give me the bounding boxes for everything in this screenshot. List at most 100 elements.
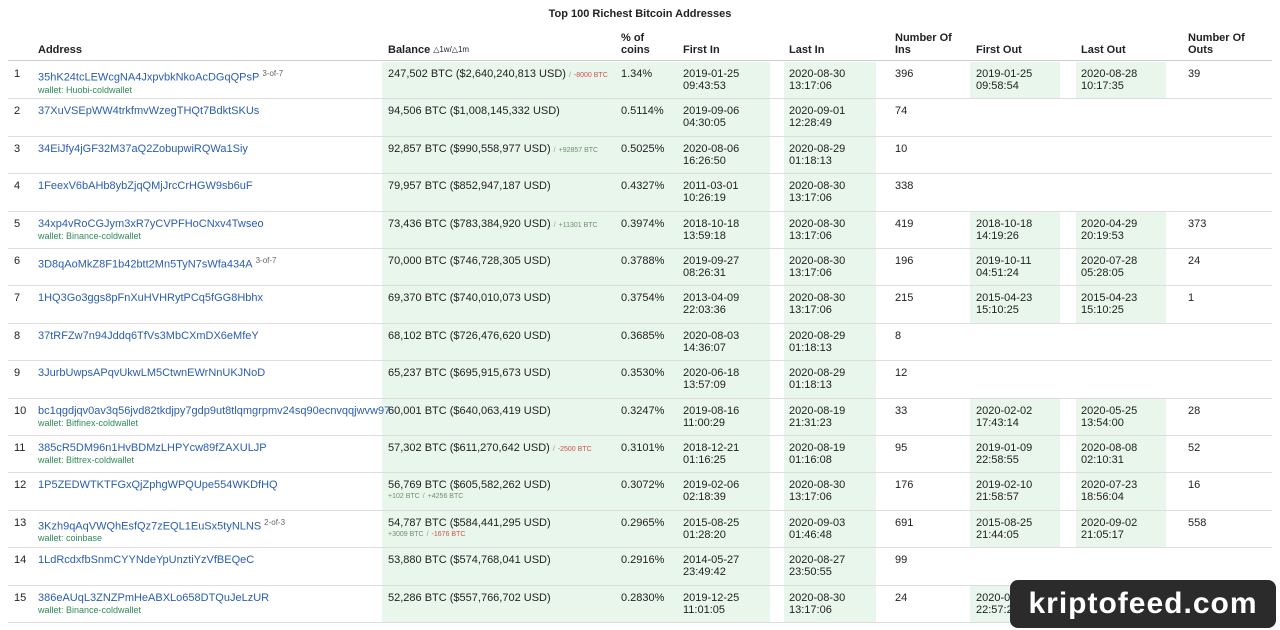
address-link[interactable]: 386eAUqL3ZNZPmHeABXLo658DTQuJeLzUR (38, 591, 270, 604)
cell-shade (678, 548, 770, 585)
balance-cell: 53,880 BTC ($574,768,041 USD) (388, 554, 551, 566)
delta-part: / (553, 221, 556, 229)
balance-cell: 69,370 BTC ($740,010,073 USD) (388, 292, 551, 304)
address-cell: 3Kzh9qAqVWQhEsfQz7zEQL1EuSx5tyNLNS 2-of-3… (38, 517, 285, 545)
ins-count: 196 (895, 255, 914, 267)
watermark: kriptofeed.com (1010, 580, 1276, 628)
cell-shade (616, 249, 678, 286)
table-row: 3 34EiJfy4jGF32M37aQ2ZobupwiRQWa1Siy 92,85… (8, 136, 1272, 175)
last-out-cell: 2020-05-25 13:54:00 (1081, 405, 1137, 429)
date: 2019-01-09 (976, 442, 1033, 454)
table-row: 5 34xp4vRoCGJym3xR7yCVPFHoCNxv4Twseo walle… (8, 211, 1272, 249)
cell-shade (382, 211, 616, 248)
column-header: Number Of Ins (895, 30, 955, 56)
column-header: Number Of Outs (1188, 30, 1250, 56)
cell-shade (784, 510, 876, 548)
table-row: 9 3JurbUwpsAPqvUkwLM5CtwnEWrNnUKJNoD 65,23… (8, 361, 1272, 399)
time: 01:16:25 (683, 454, 726, 466)
balance-cell: 92,857 BTC ($990,558,977 USD) / +92857 BTC (388, 143, 601, 157)
cell-shade (784, 473, 876, 510)
delta-line: +102 BTC / +4256 BTC (388, 491, 551, 503)
wallet-label: wallet: Bitfinex-coldwallet (38, 417, 139, 428)
last-out-cell: 2020-08-28 10:17:35 (1081, 68, 1137, 92)
wallet-label: wallet: coinbase (38, 533, 103, 544)
address-link[interactable]: 3Kzh9qAqVWQhEsfQz7zEQL1EuSx5tyNLNS (38, 520, 262, 533)
rank: 12 (14, 479, 27, 492)
column-header: First Out (976, 30, 1066, 56)
address-link[interactable]: 1HQ3Go3ggs8pFnXuHVHRytPCq5fGG8Hbhx (38, 292, 263, 305)
cell-shade (382, 548, 616, 585)
cell-shade (784, 585, 876, 622)
address-link[interactable]: bc1qgdjqv0av3q56jvd82tkdjpy7gdp9ut8tlqmg… (38, 404, 391, 417)
percent: 0.3754% (621, 292, 665, 305)
rank: 9 (14, 367, 21, 380)
address-link[interactable]: 35hK24tcLEWcgNA4JxpvbkNkoAcDGqQPsP (38, 71, 260, 84)
table-row: 6 3D8qAoMkZ8F1b42btt2Mn5TyN7sWfa434A 3-of-… (8, 249, 1272, 287)
address-link[interactable]: 1LdRcdxfbSnmCYYNdeYpUnztiYzVfBEQeC (38, 554, 255, 567)
cell-shade (382, 62, 616, 99)
address-link[interactable]: 1FeexV6bAHb8ybZjqQMjJrcCrHGW9sb6uF (38, 180, 253, 193)
rank-cell: 5 (14, 218, 20, 230)
cell-shade (784, 286, 876, 323)
rank-cell: 7 (14, 292, 20, 304)
address-link[interactable]: 385cR5DM96n1HvBDMzLHPYcw89fZAXULJP (38, 442, 267, 454)
date: 2019-12-25 (683, 591, 740, 604)
cell-shade (1076, 286, 1166, 323)
date: 2020-08-08 (1081, 442, 1138, 454)
time: 14:36:07 (683, 341, 726, 354)
rank: 14 (14, 554, 27, 567)
time: 21:44:05 (976, 528, 1019, 541)
cell-shade (678, 99, 770, 136)
pct-cell: 0.5114% (621, 105, 664, 117)
header-text: Last Out (1081, 44, 1126, 56)
delta-part: +92857 BTC (558, 146, 599, 154)
ins-cell: 176 (895, 479, 913, 491)
percent: 0.2916% (621, 554, 665, 567)
last-in-cell: 2020-09-03 01:46:48 (789, 517, 845, 541)
outs-count: 28 (1188, 404, 1201, 417)
balance-cell: 56,769 BTC ($605,582,262 USD) +102 BTC / +4… (388, 479, 551, 503)
balance-cell: 94,506 BTC ($1,008,145,332 USD) (388, 105, 560, 117)
cell-shade (678, 62, 770, 99)
ins-cell: 196 (895, 255, 913, 267)
header-text: Address (38, 44, 83, 56)
address-link[interactable]: 37XuVSEpWW4trkfmvWzegTHQt7BdktSKUs (38, 105, 260, 118)
balance: 52,286 BTC ($557,766,702 USD) (388, 591, 551, 604)
cell-shade (970, 62, 1060, 99)
balance: 56,769 BTC ($605,582,262 USD) (388, 479, 551, 492)
delta-part: -1676 BTC (431, 530, 466, 538)
time: 13:17:06 (789, 603, 832, 616)
delta-part: -2500 BTC (557, 446, 592, 453)
address-link[interactable]: 3JurbUwpsAPqvUkwLM5CtwnEWrNnUKJNoD (38, 367, 266, 380)
table-row: 13 3Kzh9qAqVWQhEsfQz7zEQL1EuSx5tyNLNS 2-of… (8, 510, 1272, 549)
date: 2020-07-28 (1081, 255, 1138, 267)
ins-count: 419 (895, 217, 914, 230)
cell-shade (970, 473, 1060, 510)
wallet-label: wallet: Binance-coldwallet (38, 604, 142, 615)
balance: 73,436 BTC ($783,384,920 USD) (388, 217, 551, 230)
cell-shade (970, 249, 1060, 286)
time: 14:19:26 (976, 229, 1019, 242)
last-out-cell: 2020-07-23 18:56:04 (1081, 479, 1137, 503)
cell-shade (382, 286, 616, 323)
address-link[interactable]: 34xp4vRoCGJym3xR7yCVPFHoCNxv4Twseo (38, 217, 264, 230)
address-link[interactable]: 3D8qAoMkZ8F1b42btt2Mn5TyN7sWfa434A (38, 258, 253, 271)
time: 20:19:53 (1081, 229, 1124, 242)
ins-cell: 8 (895, 330, 901, 342)
delta-part: +11301 BTC (558, 221, 598, 229)
percent: 1.34% (621, 68, 653, 80)
ins-count: 10 (895, 142, 908, 155)
first-out-cell: 2018-10-18 14:19:26 (976, 218, 1032, 242)
balance-cell: 57,302 BTC ($611,270,642 USD) / -2500 BTC (388, 442, 595, 456)
address-link[interactable]: 1P5ZEDWTKTFGxQjZphgWPQUpe554WKDfHQ (38, 479, 278, 492)
cell-shade (784, 323, 876, 361)
time: 13:17:06 (789, 304, 832, 317)
address-link[interactable]: 37tRFZw7n94Jddq6TfVs3MbCXmDX6eMfeY (38, 329, 259, 342)
cell-shade (616, 361, 678, 398)
rank: 15 (14, 591, 27, 604)
header-subtext: △1w/△1m (433, 45, 470, 54)
outs-cell: 373 (1188, 218, 1206, 230)
address-link[interactable]: 34EiJfy4jGF32M37aQ2ZobupwiRQWa1Siy (38, 142, 248, 155)
cell-shade (678, 361, 770, 398)
